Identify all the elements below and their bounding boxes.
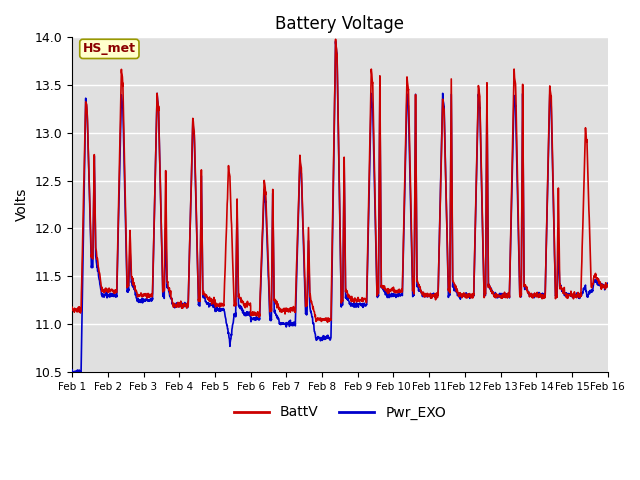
Text: HS_met: HS_met	[83, 42, 136, 55]
Legend: BattV, Pwr_EXO: BattV, Pwr_EXO	[228, 400, 451, 425]
Y-axis label: Volts: Volts	[15, 188, 29, 221]
Title: Battery Voltage: Battery Voltage	[275, 15, 404, 33]
